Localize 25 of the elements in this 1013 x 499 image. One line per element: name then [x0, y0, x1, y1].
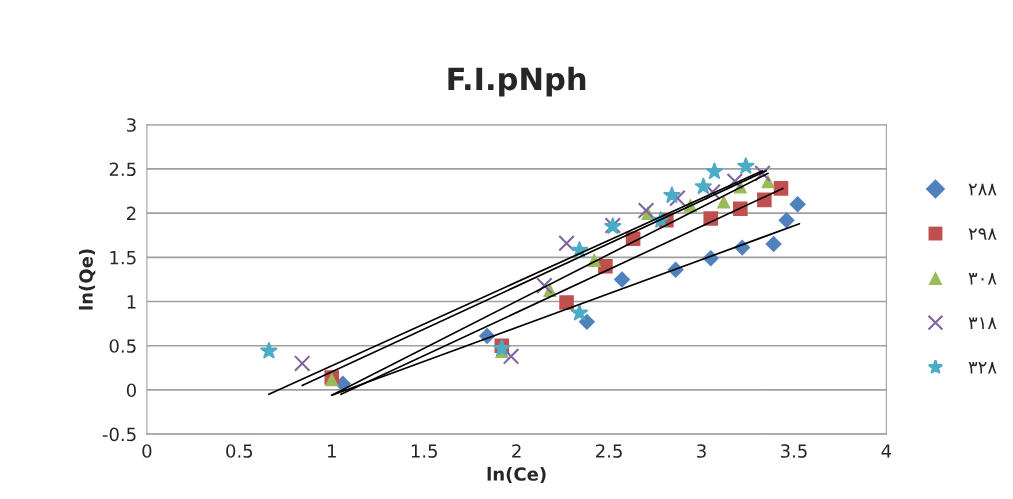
x-tick-label: 0.5: [226, 444, 253, 458]
legend-label: ٢٨٨: [968, 183, 997, 196]
x-tick-label: 2.5: [596, 444, 622, 458]
legend-label: ٣٠٨: [968, 272, 997, 285]
chart-title: F.I.pNph: [448, 66, 586, 97]
y-tick-label: 2: [127, 206, 136, 220]
y-tick-label: -0.5: [102, 427, 136, 442]
x-tick-label: 0: [142, 444, 152, 458]
x-tick-label: 1: [328, 444, 336, 458]
legend-label: ٣١٨: [968, 317, 997, 329]
x-tick-label: 3.5: [780, 444, 807, 458]
y-tick-label: 0.5: [109, 339, 136, 353]
x-axis-title: ln(Ce): [487, 466, 546, 483]
y-tick-label: 1.5: [110, 251, 136, 265]
y-tick-label: 3: [127, 118, 136, 132]
y-tick-label: 0: [126, 383, 136, 398]
legend-label: ٢٩٨: [968, 228, 997, 240]
y-tick-label: 1: [127, 295, 136, 309]
x-tick-label: 1.5: [411, 444, 437, 458]
x-tick-label: 2: [512, 444, 521, 458]
x-tick-label: 3: [697, 444, 706, 458]
y-tick-label: 2.5: [109, 162, 136, 177]
legend-label: ٣٢٨: [968, 362, 997, 374]
y-axis-title: ln(Qe): [78, 249, 96, 310]
x-tick-label: 4: [881, 444, 892, 458]
